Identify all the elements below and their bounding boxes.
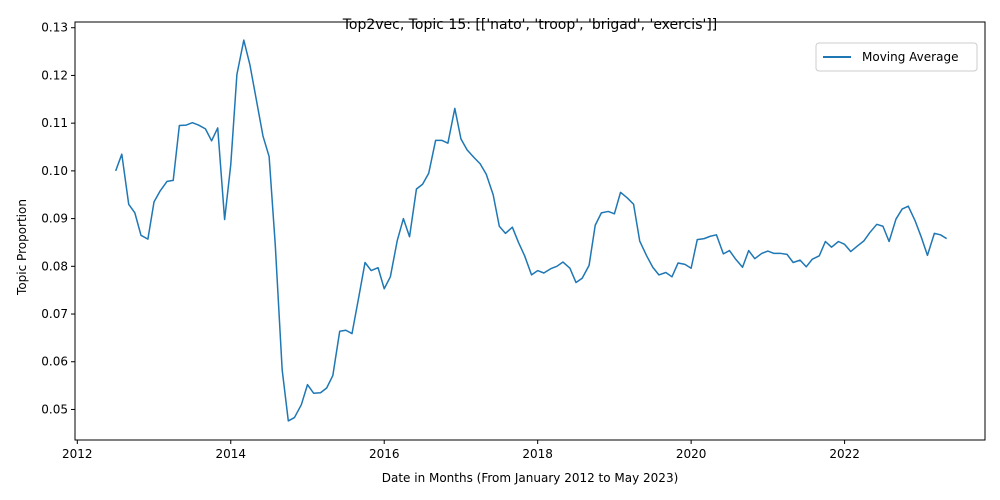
y-tick-label: 0.05 xyxy=(41,402,68,416)
x-tick-label: 2020 xyxy=(676,447,707,461)
y-axis-ticks: 0.05 0.06 0.07 0.08 0.09 0.10 0.11 0.12 0.13 xyxy=(41,21,75,416)
legend: Moving Average xyxy=(815,42,978,72)
x-tick-label: 2018 xyxy=(522,447,553,461)
x-tick-label: 2022 xyxy=(829,447,860,461)
plot-frame xyxy=(74,21,986,441)
y-axis-label: Topic Proportion xyxy=(15,199,29,296)
legend-box xyxy=(815,42,978,72)
y-tick-label: 0.10 xyxy=(41,164,68,178)
x-axis-label: Date in Months (From January 2012 to May… xyxy=(382,471,679,485)
y-tick-label: 0.11 xyxy=(41,116,68,130)
x-tick-label: 2014 xyxy=(215,447,246,461)
plot-area xyxy=(114,39,948,422)
y-tick-label: 0.13 xyxy=(41,21,68,35)
y-tick-label: 0.07 xyxy=(41,307,68,321)
y-tick-label: 0.12 xyxy=(41,68,68,82)
x-tick-label: 2016 xyxy=(369,447,400,461)
y-tick-label: 0.09 xyxy=(41,212,68,226)
x-axis-ticks: 2012 2014 2016 2018 2020 2022 xyxy=(62,440,860,461)
series-line-moving-average xyxy=(114,39,948,422)
chart-title: Top2vec, Topic 15: [['nato', 'troop', 'b… xyxy=(342,17,718,33)
x-tick-label: 2012 xyxy=(62,447,93,461)
legend-label-moving-average: Moving Average xyxy=(862,50,958,64)
y-tick-label: 0.08 xyxy=(41,259,68,273)
y-tick-label: 0.06 xyxy=(41,355,68,369)
